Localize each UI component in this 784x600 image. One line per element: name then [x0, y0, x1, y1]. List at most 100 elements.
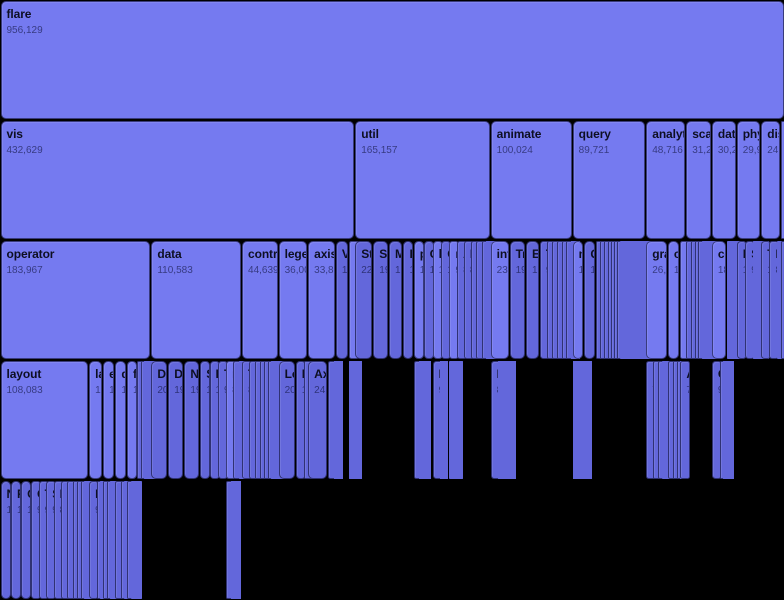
cell-value: 14,326 [579, 265, 583, 277]
icicle-cell-display[interactable]: display 24,254 [761, 121, 781, 239]
cell-label: controls [248, 247, 278, 261]
cell-value: 14,897 [109, 385, 115, 396]
cell-label: operator [6, 247, 55, 261]
cell-value: 14,219 [121, 385, 125, 397]
icicle-cell-shapes[interactable]: Shapes 19,118 [373, 241, 388, 359]
icicle-cell-aspect-ratio-banker[interactable]: AspectRatioBanker7,074 [680, 361, 691, 479]
cell-value: 48,716 [652, 145, 683, 156]
cell-label: DataList [174, 367, 183, 381]
icicle-cell-flare[interactable]: flare 956,129 [0, 1, 784, 119]
icicle-cell-vis[interactable]: vis 432,629 [0, 121, 355, 239]
cell-label: Transitioner [515, 247, 524, 261]
icicle-cell-palette[interactable]: palette11,946 [413, 241, 424, 359]
icicle-cell-label[interactable]: label 17,057 [89, 361, 103, 479]
icicle-cell-axis[interactable]: axis 33,886 [308, 241, 335, 359]
icicle-cell-layout[interactable]: layout 108,083 [0, 361, 89, 479]
icicle-cell-strings[interactable]: Strings 22,026 [355, 241, 373, 359]
icicle-cell-visualization-event[interactable] [354, 361, 363, 479]
icicle-cell-operator[interactable]: operator 183,967 [0, 241, 151, 359]
icicle-cell-flex[interactable]: flex4,116 [781, 121, 784, 239]
cell-value: 432,629 [6, 145, 43, 156]
icicle-cell-analytics[interactable]: analytics 48,716 [646, 121, 686, 239]
icicle-cell-encoder[interactable]: encoder 14,897 [103, 361, 115, 479]
icicle-cell-legend[interactable]: Legend 20,859 [278, 361, 295, 479]
icicle-cell-query[interactable]: query 89,721 [572, 121, 646, 239]
icicle-cell-circle-packing-layout[interactable]: CirclePackingLayout12,003 [21, 481, 32, 599]
icicle-cell-maths[interactable]: Maths 17,705 [388, 241, 403, 359]
icicle-cell-data[interactable]: Data 20,544 [151, 361, 168, 479]
cell-value: 19,118 [379, 265, 387, 276]
icicle-cell-converters[interactable]: converters 18,349 [711, 241, 726, 359]
cell-value: 19,975 [515, 265, 524, 276]
cell-label: Axis [314, 367, 326, 381]
icicle-cell-controls[interactable]: controls 44,639 [242, 241, 278, 359]
icicle-cell-palette[interactable] [422, 361, 431, 479]
icicle-cell-interpolate[interactable]: interpolate 23,081 [490, 241, 509, 359]
cell-value: 30,284 [717, 145, 735, 156]
icicle-cell-date-interpolator[interactable] [508, 361, 517, 479]
cell-value: 19,788 [174, 385, 182, 396]
icicle-cell-graph-distance-filter[interactable] [134, 481, 143, 599]
icicle-cell-node-sprite[interactable]: NodeSprite 19,382 [184, 361, 200, 479]
icicle-cell-heap-node[interactable] [440, 361, 449, 479]
icicle-cell-query[interactable]: Query13,896 [584, 241, 595, 359]
cell-value: 108,083 [6, 385, 43, 396]
icicle-cell-data[interactable]: data 30,284 [711, 121, 736, 239]
cell-value: 956,129 [6, 25, 43, 36]
cell-value: 15,207 [673, 265, 680, 276]
icicle-cell-distortion[interactable]: distortion 14,219 [115, 361, 126, 479]
icicle-cell-radial-tree-layout[interactable]: RadialTreeLayout12,348 [11, 481, 22, 599]
cell-value: 165,157 [361, 145, 398, 156]
cell-label: query [578, 127, 611, 141]
cell-label: physics [742, 127, 760, 141]
cell-label: layout [6, 367, 42, 381]
icicle-cell-easing[interactable]: Easing 17,010 [525, 241, 539, 359]
cell-value: 20,859 [284, 385, 294, 396]
cell-value: 183,967 [6, 265, 43, 276]
icicle-cell-node-link-tree-layout[interactable]: NodeLinkTreeLayout12,870 [0, 481, 11, 599]
icicle-cell-converters[interactable] [726, 361, 735, 479]
icicle-cell-xor[interactable] [584, 361, 593, 479]
cell-label: data [717, 127, 736, 141]
icicle-cell-filter[interactable]: filter11,893 [126, 361, 137, 479]
cell-label: util [361, 127, 379, 141]
cell-value: 100,024 [496, 145, 533, 156]
icicle-cell-scale[interactable]: scale 31,294 [686, 121, 711, 239]
cell-value: 24,254 [767, 145, 781, 156]
cell-value: 20,544 [157, 385, 166, 396]
icicle-cell-flare-vis[interactable]: FlareVis4,116 [781, 241, 784, 359]
icicle-cell-data[interactable]: data 110,583 [151, 241, 242, 359]
cell-label: methods [579, 247, 583, 262]
cell-label: Data [157, 367, 166, 381]
cell-label: scale [692, 127, 710, 141]
icicle-cell-axis[interactable]: Axis 24,593 [308, 361, 328, 479]
cell-label: distortion [121, 367, 125, 382]
cell-label: Easing [532, 247, 538, 262]
cell-value: 22,026 [361, 265, 373, 276]
icicle-cell-data-list[interactable]: DataList 19,788 [168, 361, 184, 479]
cell-label: graph [652, 247, 666, 261]
icicle-cell-methods[interactable]: methods 14,326 [572, 241, 584, 359]
icicle-cell-util[interactable]: util 165,157 [355, 121, 490, 239]
icicle-cell-cluster[interactable]: cluster 15,207 [667, 241, 680, 359]
icicle-cell-visualization[interactable]: Visualization 16,540 [335, 241, 349, 359]
cell-label: animate [496, 127, 542, 141]
cell-value: 29,934 [742, 145, 760, 156]
icicle-cell-axis-label[interactable] [335, 361, 344, 479]
icicle-cell-scale-binding[interactable]: ScaleBinding11,275 [200, 361, 211, 479]
icicle-cell-physics[interactable]: physics 29,934 [736, 121, 761, 239]
cell-label: NodeSprite [190, 367, 199, 381]
icicle-cell-irenderer[interactable] [233, 481, 242, 599]
icicle-cell-legend[interactable]: legend 36,003 [278, 241, 308, 359]
icicle-cell-graph[interactable]: graph 26,435 [646, 241, 667, 359]
icicle-cell-displays[interactable]: Displays12,555 [403, 241, 414, 359]
cell-value: 17,010 [531, 265, 538, 276]
cell-label: cluster [674, 247, 678, 262]
icicle-cell-transitioner[interactable]: Transitioner 19,975 [509, 241, 525, 359]
icicle-cell-animate[interactable]: animate 100,024 [490, 121, 572, 239]
cell-value: 33,886 [314, 265, 334, 276]
cell-value: 89,721 [578, 145, 610, 156]
icicle-cell-imatrix[interactable] [454, 361, 463, 479]
cell-label: Strings [361, 247, 371, 261]
